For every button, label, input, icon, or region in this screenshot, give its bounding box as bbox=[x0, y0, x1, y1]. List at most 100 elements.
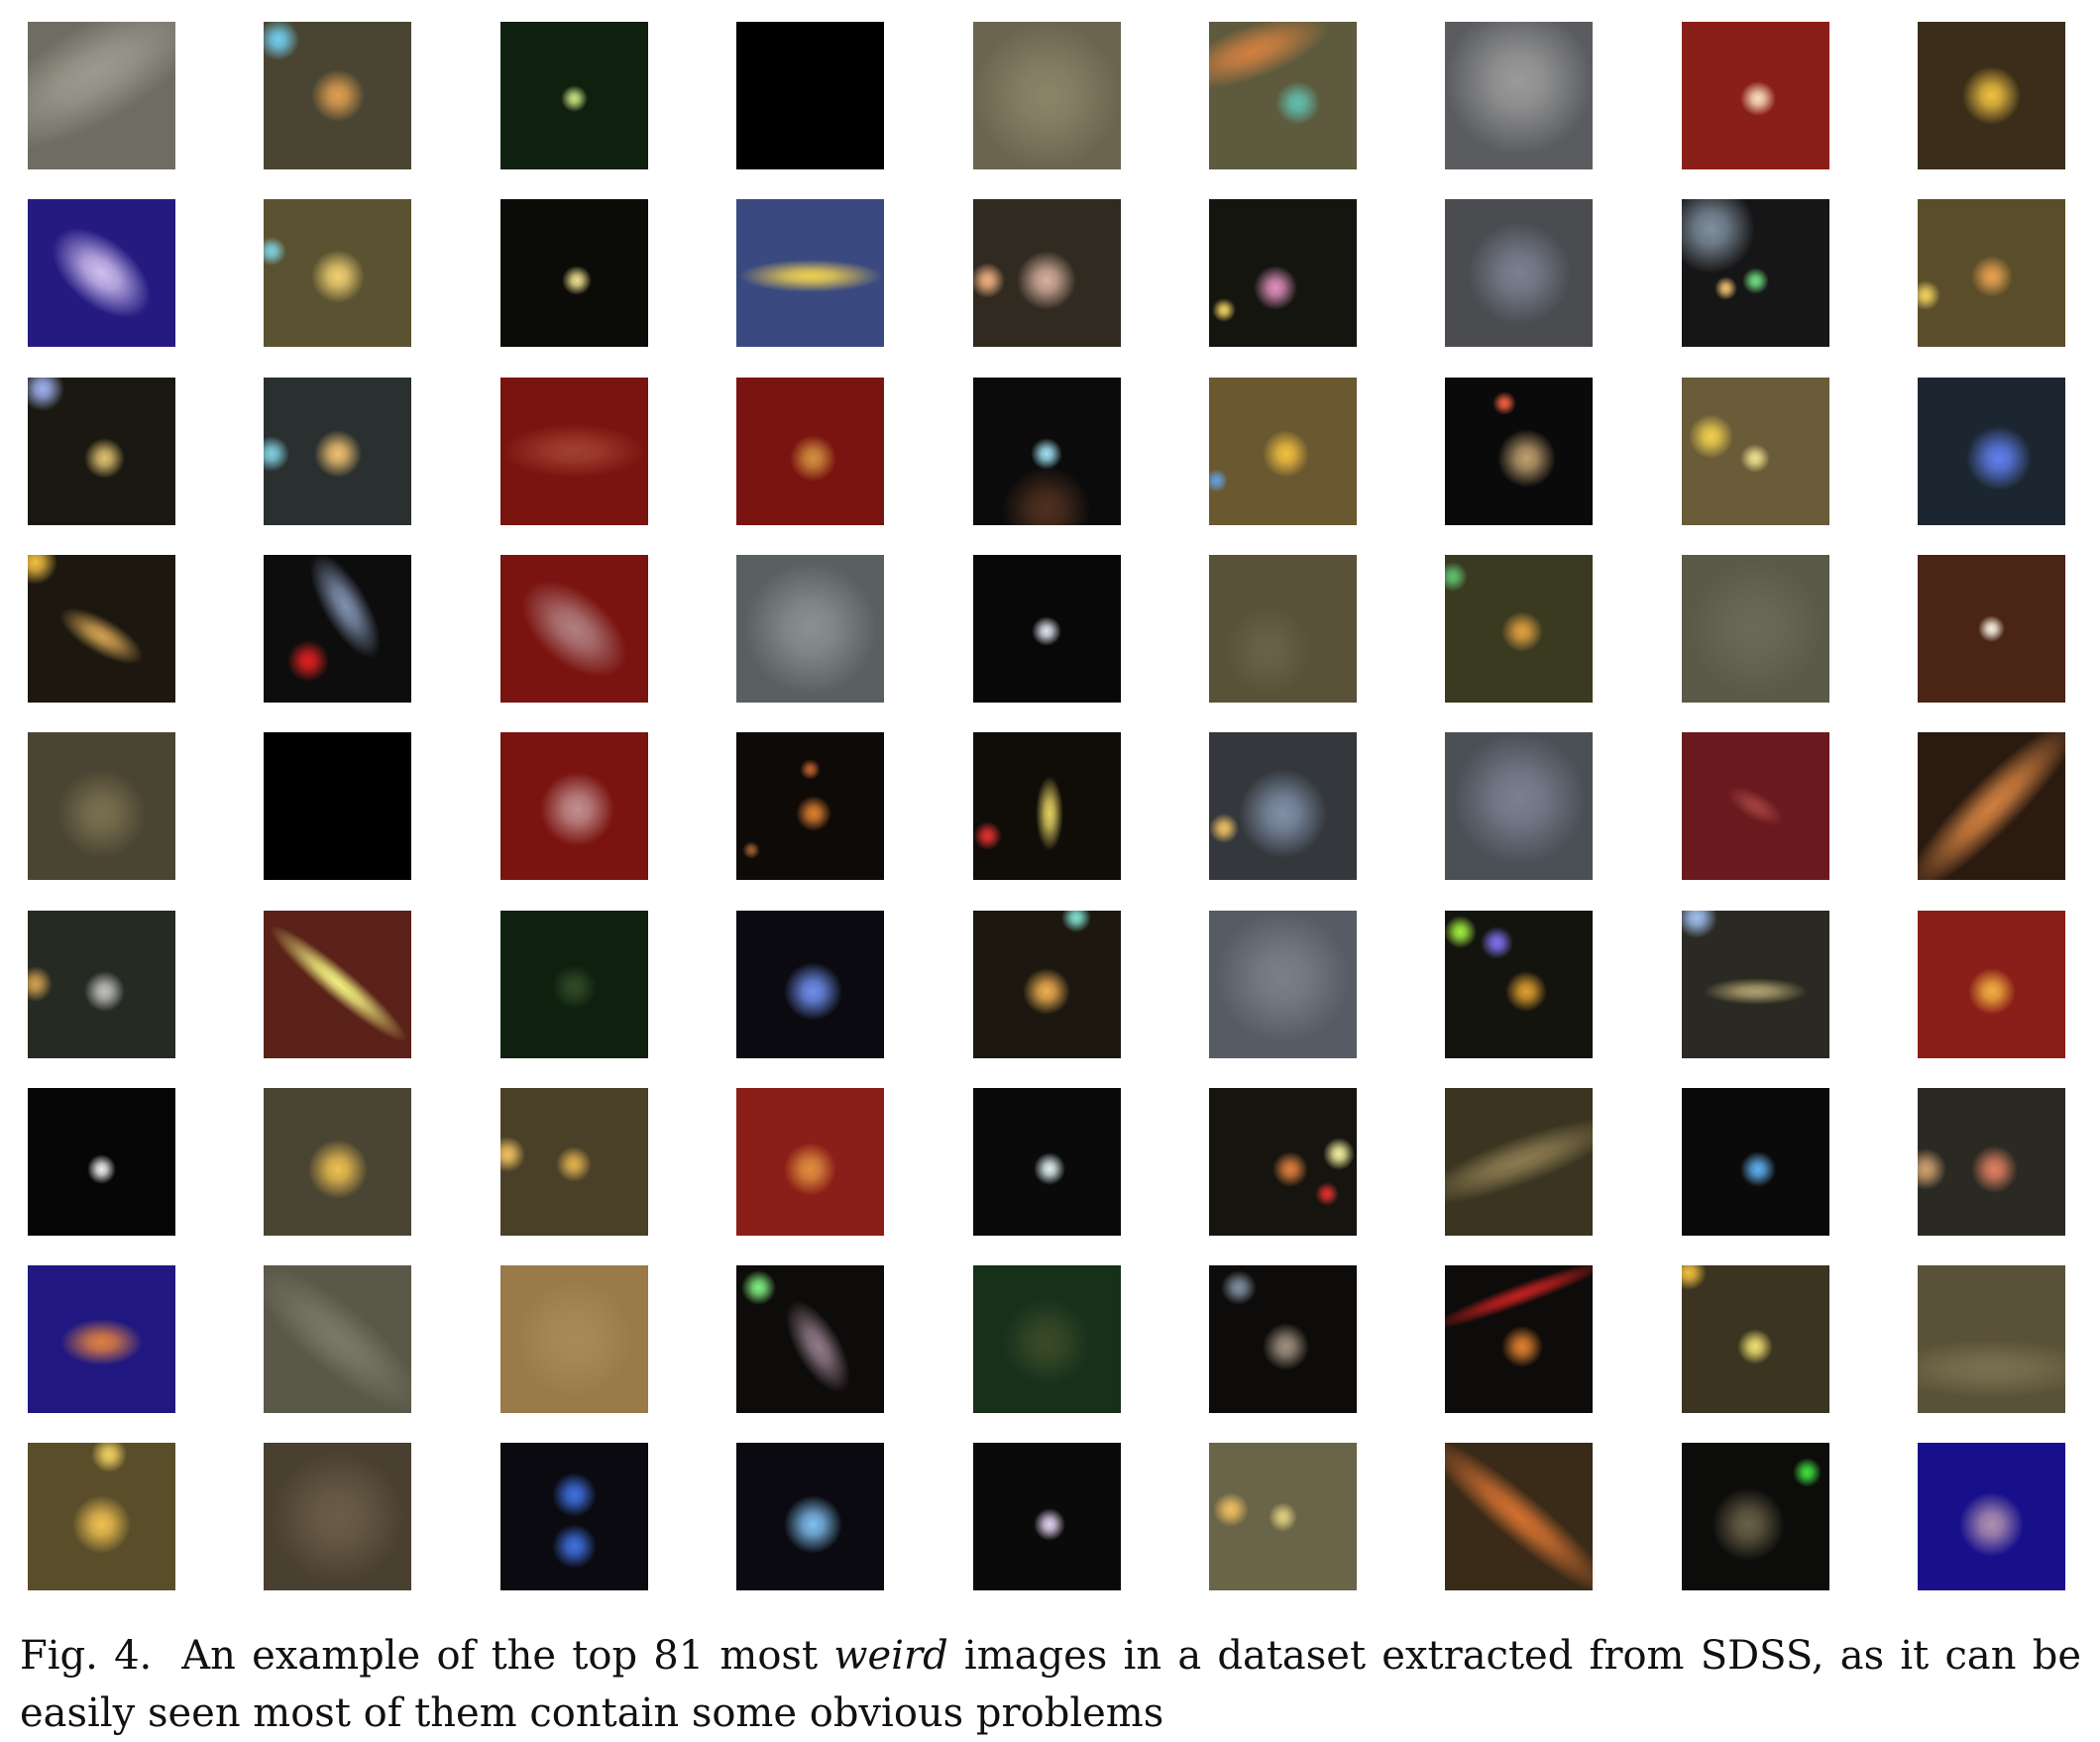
galaxy-thumbnail bbox=[736, 1087, 885, 1236]
galaxy-thumbnail bbox=[1918, 910, 2066, 1058]
caption-emphasis: weird bbox=[833, 1633, 948, 1679]
thumbnail-source bbox=[1445, 916, 1477, 949]
thumbnail-source bbox=[1681, 910, 1717, 938]
thumbnail-source bbox=[1220, 1269, 1257, 1306]
thumbnail-source bbox=[789, 434, 837, 483]
galaxy-thumbnail bbox=[736, 377, 885, 525]
thumbnail-source bbox=[972, 820, 1003, 851]
thumbnail-source bbox=[1501, 1326, 1543, 1367]
thumbnail-source bbox=[503, 561, 645, 696]
thumbnail-source bbox=[1721, 779, 1790, 833]
galaxy-thumbnail bbox=[264, 199, 412, 348]
galaxy-thumbnail bbox=[1209, 377, 1357, 525]
thumbnail-source bbox=[972, 263, 1006, 299]
galaxy-thumbnail bbox=[28, 910, 175, 1058]
galaxy-thumbnail bbox=[1918, 199, 2066, 348]
thumbnail-source bbox=[551, 964, 597, 1010]
thumbnail-source bbox=[783, 1142, 837, 1196]
galaxy-thumbnail bbox=[1918, 732, 2066, 881]
galaxy-thumbnail bbox=[1209, 22, 1357, 169]
figure-caption: Fig. 4. An example of the top 81 most wei… bbox=[20, 1627, 2081, 1742]
thumbnail-source bbox=[740, 1269, 777, 1306]
galaxy-thumbnail bbox=[264, 554, 412, 703]
galaxy-thumbnail bbox=[1681, 377, 1829, 525]
galaxy-thumbnail bbox=[28, 1087, 175, 1236]
galaxy-thumbnail bbox=[499, 554, 648, 703]
thumbnail-source bbox=[795, 796, 831, 831]
galaxy-thumbnail bbox=[736, 1265, 885, 1414]
thumbnail-source bbox=[28, 966, 54, 1002]
galaxy-thumbnail bbox=[1445, 554, 1594, 703]
thumbnail-source bbox=[1681, 1265, 1708, 1291]
galaxy-thumbnail bbox=[972, 554, 1121, 703]
galaxy-thumbnail bbox=[1445, 22, 1594, 169]
galaxy-thumbnail bbox=[1209, 554, 1357, 703]
thumbnail-source bbox=[1275, 80, 1320, 126]
galaxy-thumbnail bbox=[1445, 732, 1594, 881]
galaxy-thumbnail bbox=[499, 377, 648, 525]
thumbnail-source bbox=[743, 562, 877, 696]
thumbnail-source bbox=[1918, 1147, 1946, 1190]
thumbnail-source bbox=[86, 1153, 117, 1184]
thumbnail-source bbox=[56, 769, 147, 858]
thumbnail-source bbox=[1315, 1182, 1340, 1206]
galaxy-thumbnail bbox=[499, 1265, 648, 1414]
image-grid bbox=[28, 22, 2066, 1591]
galaxy-thumbnail bbox=[972, 1443, 1121, 1591]
thumbnail-source bbox=[264, 915, 412, 1053]
galaxy-thumbnail bbox=[1918, 22, 2066, 169]
thumbnail-source bbox=[1737, 1329, 1774, 1364]
thumbnail-source bbox=[556, 1146, 593, 1183]
thumbnail-source bbox=[772, 1290, 863, 1403]
galaxy-thumbnail bbox=[736, 732, 885, 881]
thumbnail-source bbox=[311, 68, 365, 123]
thumbnail-source bbox=[551, 1524, 597, 1570]
thumbnail-source bbox=[91, 1443, 127, 1473]
thumbnail-source bbox=[1740, 80, 1777, 117]
thumbnail-source bbox=[83, 970, 126, 1013]
galaxy-thumbnail bbox=[1681, 1087, 1829, 1236]
galaxy-thumbnail bbox=[1209, 732, 1357, 881]
thumbnail-source bbox=[742, 841, 761, 860]
thumbnail-source bbox=[540, 772, 614, 846]
thumbnail-source bbox=[1970, 1144, 2019, 1193]
galaxy-thumbnail bbox=[1681, 199, 1829, 348]
thumbnail-source bbox=[1213, 1491, 1250, 1528]
thumbnail-source bbox=[1445, 22, 1594, 156]
thumbnail-source bbox=[83, 437, 126, 480]
galaxy-thumbnail bbox=[264, 377, 412, 525]
thumbnail-source bbox=[1918, 1339, 2066, 1399]
thumbnail-source bbox=[1033, 1152, 1066, 1186]
thumbnail-source bbox=[1689, 562, 1823, 696]
thumbnail-source bbox=[1958, 1491, 2025, 1558]
thumbnail-source bbox=[36, 210, 167, 336]
thumbnail-source bbox=[1740, 443, 1771, 474]
thumbnail-source bbox=[1253, 266, 1298, 311]
galaxy-thumbnail bbox=[499, 1087, 648, 1236]
galaxy-thumbnail bbox=[264, 22, 412, 169]
thumbnail-source bbox=[1060, 910, 1091, 932]
thumbnail-source bbox=[560, 85, 588, 112]
thumbnail-source bbox=[264, 1265, 412, 1414]
thumbnail-source bbox=[1002, 1297, 1091, 1387]
thumbnail-source bbox=[972, 22, 1121, 169]
galaxy-thumbnail bbox=[972, 1087, 1121, 1236]
thumbnail-source bbox=[551, 1472, 597, 1517]
galaxy-thumbnail bbox=[1445, 910, 1594, 1058]
thumbnail-source bbox=[1002, 465, 1091, 525]
thumbnail-source bbox=[287, 640, 329, 683]
thumbnail-source bbox=[1445, 1443, 1594, 1591]
galaxy-thumbnail bbox=[1681, 910, 1829, 1058]
galaxy-thumbnail bbox=[1681, 732, 1829, 881]
thumbnail-source bbox=[1967, 967, 2016, 1016]
thumbnail-source bbox=[1322, 1138, 1356, 1171]
thumbnail-source bbox=[1033, 1507, 1066, 1541]
galaxy-thumbnail bbox=[1445, 1087, 1594, 1236]
thumbnail-source bbox=[738, 260, 882, 293]
caption-text-after: images in a dataset extracted from SDSS,… bbox=[20, 1633, 2081, 1736]
galaxy-thumbnail bbox=[1918, 1265, 2066, 1414]
thumbnail-source bbox=[1032, 616, 1061, 647]
thumbnail-source bbox=[1262, 430, 1310, 478]
galaxy-thumbnail bbox=[264, 732, 412, 881]
thumbnail-source bbox=[1961, 65, 2022, 126]
